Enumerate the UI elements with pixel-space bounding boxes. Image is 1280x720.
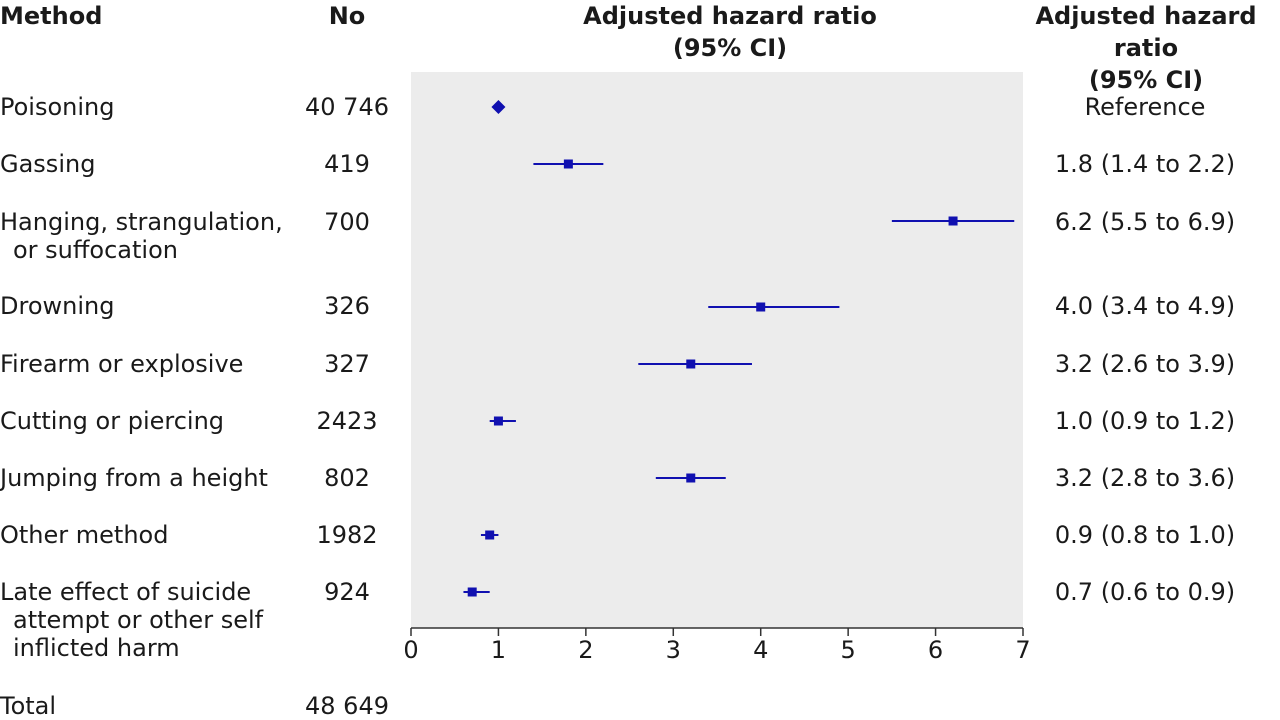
point-estimate-7 (485, 530, 495, 540)
plot-background (411, 72, 1023, 628)
no-header: No (328, 2, 366, 30)
x-tick-label-7: 7 (1015, 636, 1030, 664)
point-estimate-4 (686, 359, 696, 369)
row-ci-cutting: 1.0 (0.9 to 1.2) (1054, 407, 1236, 435)
x-tick-label-2: 2 (578, 636, 593, 664)
point-estimate-2 (948, 216, 958, 226)
row-label-other: Other method (0, 521, 169, 549)
plot-title-line2: (95% CI) (672, 34, 788, 62)
row-ci-late-effect: 0.7 (0.6 to 0.9) (1054, 578, 1236, 606)
row-label-drowning: Drowning (0, 292, 115, 320)
plot-title-line1: Adjusted hazard ratio (583, 2, 877, 30)
row-no-poisoning: 40 746 (305, 93, 389, 121)
x-tick-label-4: 4 (753, 636, 768, 664)
row-no-drowning: 326 (324, 292, 370, 320)
row-label-total: Total (0, 692, 57, 720)
row-ci-gassing: 1.8 (1.4 to 2.2) (1054, 150, 1236, 178)
row-no-cutting: 2423 (316, 407, 378, 435)
row-no-hanging: 700 (324, 208, 370, 236)
row-ci-jumping: 3.2 (2.8 to 3.6) (1054, 464, 1236, 492)
row-no-gassing: 419 (324, 150, 370, 178)
plot-title: Adjusted hazard ratio (95% CI) (560, 0, 900, 64)
row-ci-hanging: 6.2 (5.5 to 6.9) (1054, 208, 1236, 236)
point-estimate-3 (756, 302, 766, 312)
point-estimate-5 (493, 416, 503, 426)
row-no-other: 1982 (316, 521, 378, 549)
row-no-firearm: 327 (324, 350, 370, 378)
row-ci-other: 0.9 (0.8 to 1.0) (1054, 521, 1236, 549)
row-no-jumping: 802 (324, 464, 370, 492)
row-no-late-effect: 924 (324, 578, 370, 606)
point-estimate-1 (563, 159, 573, 169)
method-header: Method (0, 2, 103, 30)
row-ci-poisoning: Reference (1084, 93, 1206, 121)
x-tick-label-1: 1 (491, 636, 506, 664)
ci-header-line1: Adjusted hazard ratio (1035, 2, 1257, 62)
point-estimate-6 (686, 473, 696, 483)
row-label-gassing: Gassing (0, 150, 96, 178)
x-tick-label-0: 0 (403, 636, 418, 664)
ci-header-line2: (95% CI) (1088, 66, 1204, 94)
row-label-late-effect: Late effect of suicide attempt or other s… (0, 578, 264, 662)
row-label-poisoning: Poisoning (0, 93, 115, 121)
row-no-total: 48 649 (305, 692, 389, 720)
row-label-firearm: Firearm or explosive (0, 350, 244, 378)
x-tick-label-5: 5 (841, 636, 856, 664)
row-ci-drowning: 4.0 (3.4 to 4.9) (1054, 292, 1236, 320)
row-label-hanging: Hanging, strangulation, or suffocation (0, 208, 283, 264)
x-tick-label-3: 3 (666, 636, 681, 664)
row-label-cutting: Cutting or piercing (0, 407, 225, 435)
ci-header: Adjusted hazard ratio (95% CI) (1000, 0, 1280, 96)
point-estimate-8 (467, 587, 477, 597)
row-ci-firearm: 3.2 (2.6 to 3.9) (1054, 350, 1236, 378)
x-tick-label-6: 6 (928, 636, 943, 664)
row-label-jumping: Jumping from a height (0, 464, 268, 492)
reference-diamond (491, 100, 506, 114)
